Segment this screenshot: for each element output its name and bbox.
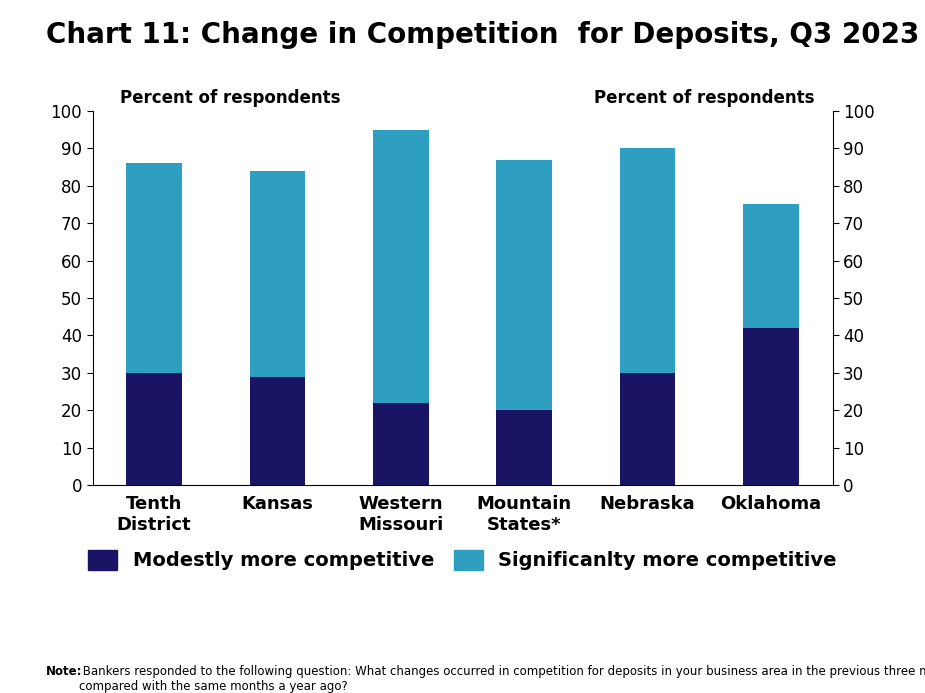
Bar [373,403,428,485]
Text: Note:: Note: [46,665,82,678]
Bar [620,373,675,485]
Bar [620,148,675,373]
Bar [497,410,552,485]
Text: Bankers responded to the following question: What changes occurred in competitio: Bankers responded to the following quest… [79,665,925,693]
Bar [744,328,799,485]
Bar [250,376,305,485]
Bar [744,204,799,328]
Bar [126,164,181,373]
Bar [250,170,305,376]
Bar [126,373,181,485]
Bar [497,159,552,410]
Text: Chart 11: Change in Competition  for Deposits, Q3 2023: Chart 11: Change in Competition for Depo… [46,21,919,49]
Bar [373,130,428,403]
Text: Percent of respondents: Percent of respondents [120,89,340,107]
Legend: Modestly more competitive, Significanlty more competitive: Modestly more competitive, Significanlty… [79,540,846,580]
Text: Percent of respondents: Percent of respondents [594,89,814,107]
